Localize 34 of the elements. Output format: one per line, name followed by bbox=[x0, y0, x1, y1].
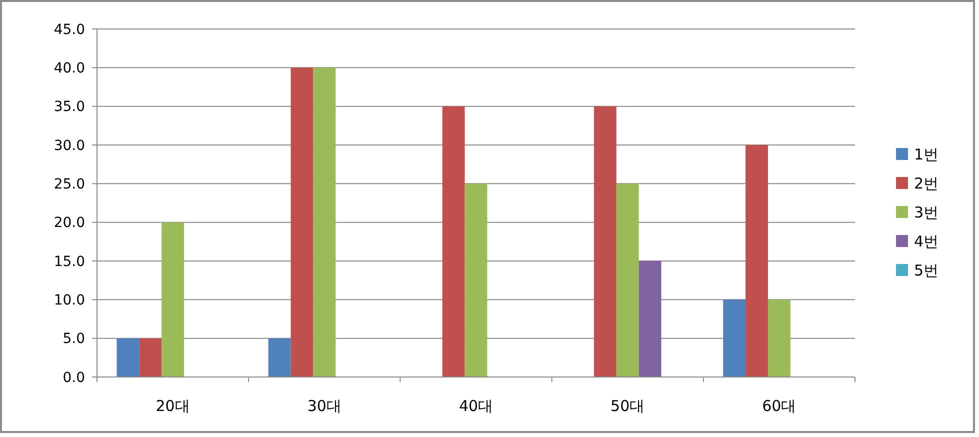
bar bbox=[594, 106, 616, 377]
bar bbox=[139, 338, 162, 377]
bar bbox=[313, 68, 336, 377]
bar bbox=[464, 184, 488, 377]
y-tick-label: 0.0 bbox=[62, 370, 85, 386]
y-tick-label: 10.0 bbox=[54, 292, 85, 309]
x-tick-label: 50대 bbox=[610, 397, 645, 415]
bar bbox=[116, 338, 140, 377]
legend-label: 1번 bbox=[914, 145, 939, 164]
y-tick-label: 45.0 bbox=[54, 22, 85, 38]
x-tick-label: 40대 bbox=[458, 397, 494, 415]
legend-label: 3번 bbox=[914, 203, 939, 222]
bar bbox=[746, 145, 768, 377]
y-tick-label: 35.0 bbox=[54, 99, 85, 116]
y-tick-label: 20.0 bbox=[54, 215, 85, 232]
y-tick-label: 15.0 bbox=[54, 254, 85, 270]
y-tick-label: 5.0 bbox=[62, 331, 85, 348]
y-tick-label: 40.0 bbox=[54, 60, 85, 77]
bar bbox=[616, 184, 639, 377]
x-tick-label: 20대 bbox=[156, 397, 190, 415]
bar bbox=[442, 106, 465, 377]
y-tick-label: 25.0 bbox=[54, 176, 85, 193]
bar bbox=[290, 68, 314, 377]
legend-label: 5번 bbox=[914, 261, 939, 280]
x-tick-label: 30대 bbox=[307, 397, 342, 415]
bar bbox=[638, 261, 662, 377]
bar bbox=[268, 338, 291, 377]
bar bbox=[768, 300, 790, 377]
bar bbox=[723, 300, 746, 377]
legend-label: 4번 bbox=[914, 232, 939, 250]
x-tick-label: 60대 bbox=[762, 397, 796, 415]
y-tick-label: 30.0 bbox=[54, 138, 85, 154]
bar bbox=[162, 222, 184, 377]
legend-label: 2번 bbox=[914, 174, 939, 192]
